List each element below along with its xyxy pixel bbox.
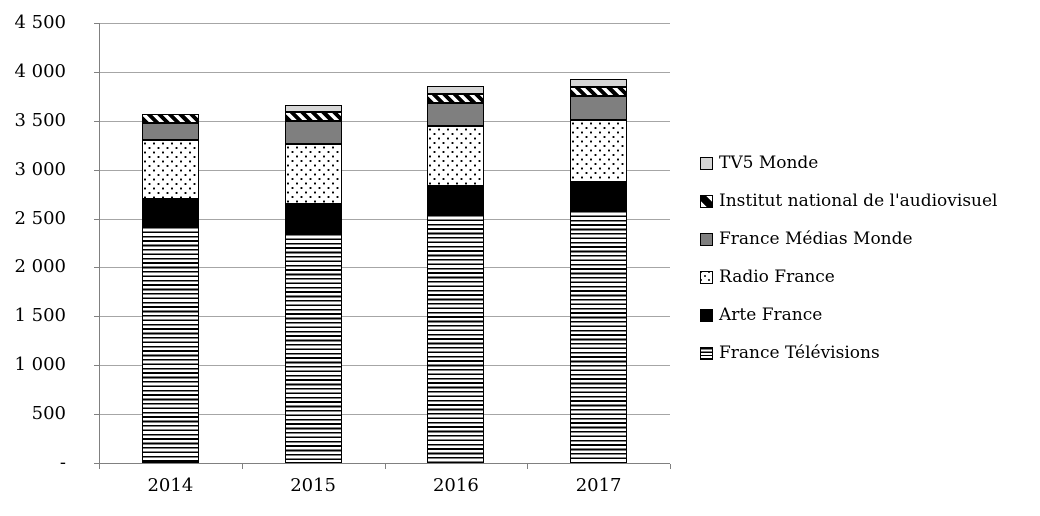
bar-segment — [570, 87, 628, 97]
bar-segment — [284, 144, 342, 205]
legend-label: Arte France — [719, 305, 823, 325]
legend-label: TV5 Monde — [719, 153, 819, 173]
x-axis-tick — [384, 464, 386, 469]
legend-swatch-icon — [700, 156, 713, 170]
y-axis-label: 2 500 — [14, 207, 66, 229]
y-axis-tick — [94, 414, 99, 416]
bar-segment — [141, 226, 199, 463]
bar-segment — [284, 232, 342, 463]
gridline-3500 — [99, 120, 670, 122]
y-axis-tick — [94, 218, 99, 220]
y-axis-tick — [94, 267, 99, 269]
legend-item: Radio France — [700, 264, 835, 290]
gridline-1500 — [99, 316, 670, 318]
bar-segment — [427, 86, 485, 95]
bar-segment — [427, 94, 485, 104]
legend-item: TV5 Monde — [700, 150, 818, 176]
x-axis-tick — [527, 464, 529, 469]
bar-segment — [427, 103, 485, 126]
y-axis-tick — [94, 120, 99, 122]
x-axis-line — [99, 463, 670, 464]
y-axis-tick — [94, 463, 99, 464]
bar-segment — [141, 122, 199, 141]
x-axis-label: 2014 — [147, 475, 194, 496]
x-axis-label: 2015 — [290, 475, 336, 496]
y-axis-tick — [94, 23, 99, 24]
legend-item: Arte France — [700, 302, 822, 328]
legend-swatch-icon — [700, 194, 713, 208]
bar-segment — [427, 186, 485, 215]
legend-item: Institut national de l'audiovisuel — [700, 188, 998, 214]
y-axis-line — [99, 23, 100, 463]
legend-item: France Télévisions — [700, 340, 880, 366]
gridline-4500 — [99, 23, 670, 24]
bar-segment — [284, 112, 342, 122]
legend-label: France Médias Monde — [719, 229, 913, 249]
gridline-1000 — [99, 365, 670, 367]
bar-segment — [141, 199, 199, 227]
bar-segment — [284, 104, 342, 112]
y-axis-label: 500 — [31, 403, 66, 425]
bar-segment — [570, 78, 628, 87]
gridline-2000 — [99, 267, 670, 269]
legend-label: France Télévisions — [719, 343, 880, 363]
gridline-500 — [99, 414, 670, 416]
legend-swatch-icon — [700, 346, 713, 360]
y-axis-tick — [94, 316, 99, 318]
legend-item: France Médias Monde — [700, 226, 913, 252]
bar-segment — [284, 121, 342, 145]
bar-segment — [570, 210, 628, 463]
y-axis-label: 2 000 — [14, 256, 66, 278]
y-axis-label: 1 500 — [14, 305, 66, 327]
y-axis-label: 4 500 — [14, 12, 66, 33]
y-axis-label: 4 000 — [14, 60, 66, 82]
x-axis-tick — [670, 464, 671, 469]
y-axis-label: 3 000 — [14, 158, 66, 180]
legend-label: Institut national de l'audiovisuel — [719, 191, 998, 211]
x-axis-tick — [241, 464, 243, 469]
bar-segment — [141, 140, 199, 199]
y-axis-label: - — [59, 452, 66, 473]
legend-swatch-icon — [700, 308, 713, 322]
bar-segment — [570, 96, 628, 121]
gridline-2500 — [99, 218, 670, 220]
bar-segment — [427, 214, 485, 463]
y-axis-tick — [94, 169, 99, 171]
y-axis-tick — [94, 71, 99, 73]
bar-segment — [141, 114, 199, 123]
legend-label: Radio France — [719, 267, 835, 287]
gridline-3000 — [99, 169, 670, 171]
bar-segment — [427, 125, 485, 187]
bar-segment — [570, 182, 628, 211]
gridline-4000 — [99, 71, 670, 73]
legend-swatch-icon — [700, 270, 713, 284]
y-axis-tick — [94, 365, 99, 367]
legend-swatch-icon — [700, 232, 713, 246]
y-axis-label: 1 000 — [14, 354, 66, 376]
x-axis-label: 2017 — [575, 475, 622, 496]
x-axis-tick — [99, 464, 100, 469]
bar-segment — [284, 204, 342, 233]
x-axis-label: 2016 — [432, 475, 479, 496]
y-axis-label: 3 500 — [14, 109, 66, 131]
bar-segment — [570, 120, 628, 183]
